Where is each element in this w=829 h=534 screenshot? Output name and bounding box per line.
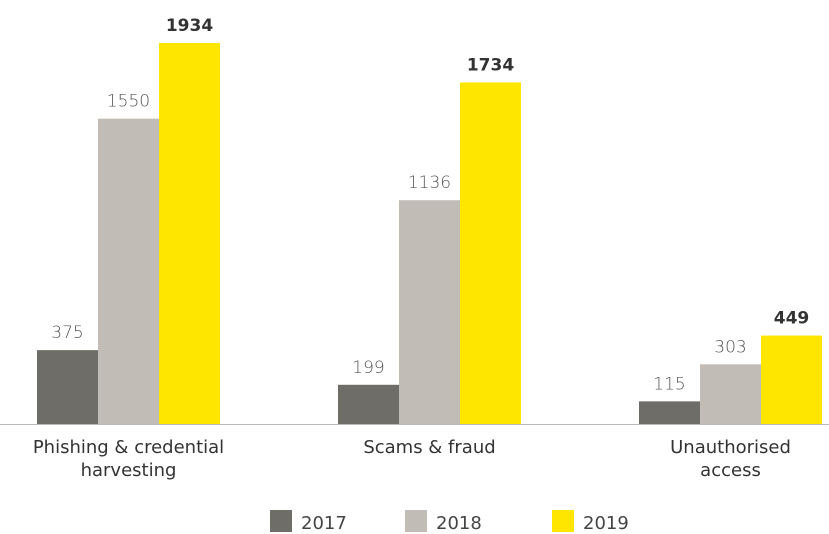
category-label: Scams & fraud bbox=[363, 437, 496, 458]
legend-label: 2019 bbox=[583, 513, 629, 534]
bar bbox=[159, 43, 220, 424]
value-label: 375 bbox=[51, 323, 83, 343]
legend-label: 2018 bbox=[436, 513, 482, 534]
value-label: 199 bbox=[352, 358, 384, 378]
bar bbox=[639, 401, 700, 424]
category-label: Phishing & credential harvesting bbox=[32, 437, 225, 481]
legend-label: 2017 bbox=[301, 513, 347, 534]
bar bbox=[460, 82, 521, 424]
value-label: 1136 bbox=[408, 173, 451, 193]
legend-swatch bbox=[405, 510, 427, 532]
bar bbox=[399, 200, 460, 424]
value-label: 449 bbox=[774, 309, 810, 329]
legend-swatch bbox=[552, 510, 574, 532]
value-label: 1934 bbox=[166, 16, 213, 36]
value-label: 1550 bbox=[107, 92, 150, 112]
value-label: 1734 bbox=[467, 55, 514, 75]
bar bbox=[700, 364, 761, 424]
category-label: Unauthorised access bbox=[670, 437, 791, 481]
bar bbox=[98, 118, 159, 425]
bar bbox=[37, 350, 98, 424]
legend-swatch bbox=[270, 510, 292, 532]
bar bbox=[761, 335, 822, 424]
value-label: 303 bbox=[714, 337, 746, 357]
value-label: 115 bbox=[653, 374, 685, 394]
bar bbox=[338, 384, 399, 424]
